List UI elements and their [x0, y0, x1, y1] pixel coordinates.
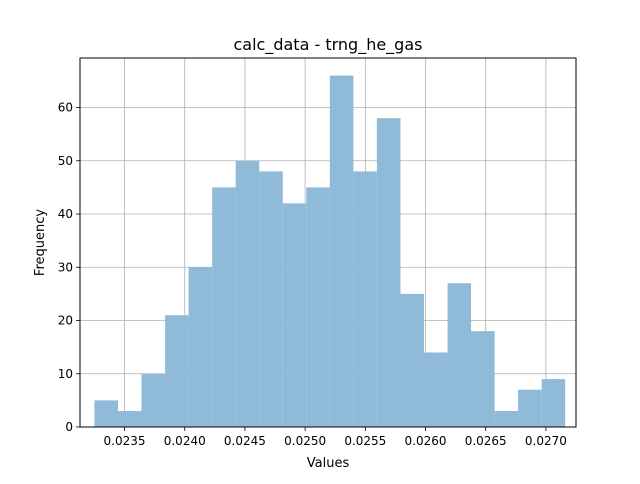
- axis-ticks: 0.0235 0.0240 0.0245 0.0250 0.0255 0.0260 0.02…: [58, 101, 567, 448]
- histogram-bar: [235, 160, 260, 427]
- y-tick-label: 50: [58, 154, 73, 168]
- histogram-bar: [188, 267, 213, 427]
- y-tick-label: 60: [58, 101, 73, 115]
- x-tick-label: 0.0240: [164, 434, 206, 448]
- histogram-bar: [212, 187, 236, 427]
- y-tick-label: 30: [58, 260, 73, 274]
- y-axis-label: Frequency: [33, 209, 48, 276]
- histogram-bar: [494, 411, 519, 427]
- histogram-bar: [94, 400, 119, 427]
- histogram-bar: [141, 373, 166, 427]
- x-axis-label: Values: [307, 456, 350, 471]
- histogram-bar: [471, 331, 495, 427]
- histogram-bar: [400, 293, 424, 427]
- x-tick-label: 0.0245: [224, 434, 266, 448]
- x-tick-label: 0.0250: [284, 434, 326, 448]
- histogram-bar: [376, 118, 401, 428]
- histogram-bar: [518, 389, 542, 427]
- y-tick-label: 10: [58, 367, 73, 381]
- y-tick-label: 40: [58, 207, 73, 221]
- chart-title: calc_data - trng_he_gas: [234, 35, 423, 55]
- x-tick-label: 0.0235: [104, 434, 146, 448]
- y-tick-label: 0: [65, 420, 73, 434]
- histogram-bar: [353, 171, 377, 427]
- histogram-bar: [541, 379, 566, 427]
- x-tick-label: 0.0260: [405, 434, 447, 448]
- histogram-bar: [423, 352, 448, 427]
- histogram-bar: [165, 315, 189, 427]
- histogram-bars: [94, 75, 566, 428]
- x-tick-label: 0.0265: [465, 434, 507, 448]
- x-tick-label: 0.0270: [525, 434, 567, 448]
- histogram-bar: [118, 411, 142, 427]
- x-tick-label: 0.0255: [344, 434, 386, 448]
- histogram-bar: [259, 171, 283, 427]
- y-tick-label: 20: [58, 314, 73, 328]
- histogram-bar: [447, 283, 472, 427]
- histogram-bar: [329, 75, 354, 428]
- histogram-bar: [282, 203, 307, 427]
- histogram-bar: [306, 187, 330, 427]
- plot-frame: [79, 57, 577, 428]
